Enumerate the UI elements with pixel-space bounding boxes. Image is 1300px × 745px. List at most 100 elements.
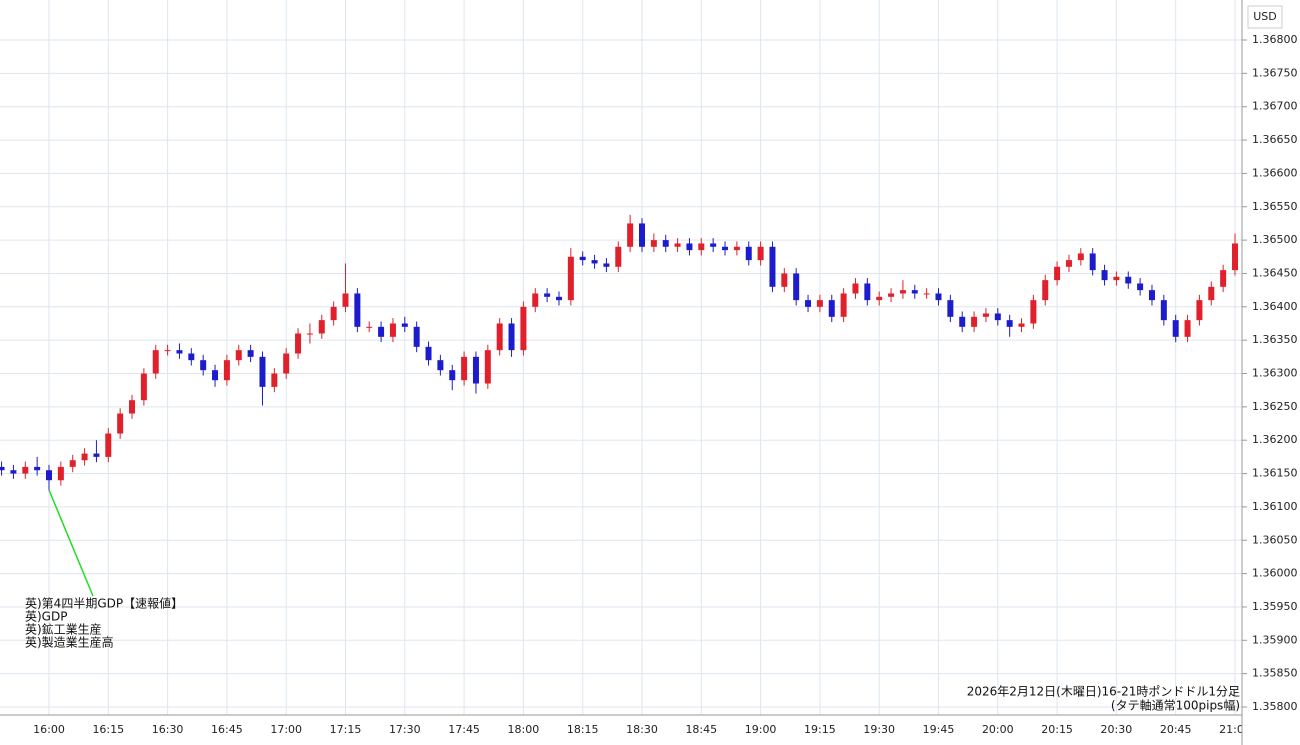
y-tick-label: 1.36350	[1252, 333, 1298, 346]
candle-body	[591, 260, 598, 264]
candle-body	[306, 333, 313, 335]
candle-body	[378, 326, 385, 337]
candle-body	[781, 273, 788, 287]
candle-body	[271, 373, 278, 387]
candle-body	[449, 370, 456, 381]
candle-body	[1030, 300, 1037, 324]
candle-body	[366, 326, 373, 328]
candle-body	[567, 256, 574, 301]
candle-body	[1101, 270, 1108, 281]
candle-body	[22, 466, 29, 474]
candle-body	[117, 413, 124, 434]
candle-body	[793, 273, 800, 301]
candle-body	[235, 350, 242, 361]
x-tick-label: 16:30	[152, 723, 184, 736]
candle-body	[129, 400, 136, 414]
candle-body	[389, 323, 396, 337]
candle-body	[330, 306, 337, 321]
y-tick-label: 1.36800	[1252, 33, 1298, 46]
y-tick-label: 1.35850	[1252, 667, 1298, 680]
candle-body	[840, 293, 847, 317]
candle-body	[401, 323, 408, 327]
candle-body	[674, 243, 681, 247]
candle-body	[686, 243, 693, 251]
x-tick-label: 16:45	[211, 723, 243, 736]
y-tick-label: 1.36600	[1252, 166, 1298, 179]
y-tick-label: 1.36550	[1252, 200, 1298, 213]
candle-body	[1006, 320, 1013, 327]
annotation-pointer	[48, 489, 94, 597]
candle-body	[1077, 253, 1084, 261]
y-tick-label: 1.36400	[1252, 300, 1298, 313]
candle-body	[639, 223, 645, 247]
y-tick-label: 1.36300	[1252, 367, 1298, 380]
candle-body	[34, 466, 41, 471]
y-tick-label: 1.35800	[1252, 700, 1298, 713]
candle-body	[413, 326, 420, 347]
candle-body	[722, 246, 729, 251]
candle-body	[1232, 243, 1238, 271]
candle-body	[247, 350, 254, 357]
candle-body	[994, 313, 1001, 321]
candle-body	[911, 290, 918, 294]
candle-body	[1220, 270, 1227, 287]
chart-subtitle: (タテ軸通常100pips幅)	[1111, 698, 1240, 713]
x-tick-label: 19:45	[923, 723, 955, 736]
candle-body	[259, 356, 266, 387]
candle-body	[1042, 280, 1049, 301]
candle-body	[1018, 323, 1025, 327]
candle-body	[1160, 300, 1167, 321]
candle-body	[69, 460, 76, 467]
candle-body	[10, 470, 17, 474]
candle-body	[188, 353, 195, 361]
candle-body	[733, 246, 740, 251]
candle-body	[1054, 266, 1061, 281]
x-tick-label: 20:00	[982, 723, 1014, 736]
y-tick-label: 1.35950	[1252, 600, 1298, 613]
candle-body	[1184, 320, 1191, 337]
x-tick-label: 18:15	[567, 723, 599, 736]
candle-body	[1113, 276, 1120, 281]
candle-body	[1137, 283, 1144, 291]
x-tick-label: 18:30	[626, 723, 658, 736]
x-tick-label: 18:45	[685, 723, 717, 736]
currency-box	[1247, 5, 1283, 29]
candle-body	[947, 300, 954, 317]
candle-body	[318, 320, 325, 334]
x-tick-label: 20:45	[1160, 723, 1192, 736]
candle-body	[816, 300, 823, 307]
candle-body	[0, 466, 5, 471]
candle-body	[757, 246, 764, 261]
candle-body	[662, 240, 669, 247]
candle-body	[852, 283, 859, 294]
candle-body	[579, 256, 586, 261]
x-tick-label: 18:00	[508, 723, 540, 736]
candle-body	[520, 306, 527, 351]
x-tick-label: 17:00	[270, 723, 302, 736]
candle-body	[283, 353, 290, 374]
candle-body	[1125, 276, 1132, 284]
candle-body	[81, 453, 88, 461]
candle-body	[508, 323, 515, 351]
candle-body	[93, 453, 100, 457]
x-tick-label: 20:30	[1101, 723, 1133, 736]
y-tick-label: 1.36000	[1252, 567, 1298, 580]
x-tick-label: 19:30	[863, 723, 895, 736]
x-tick-label: 19:15	[804, 723, 836, 736]
x-tick-label: 17:30	[389, 723, 421, 736]
y-tick-label: 1.36050	[1252, 533, 1298, 546]
y-tick-label: 1.36150	[1252, 467, 1298, 480]
y-tick-label: 1.36450	[1252, 266, 1298, 279]
candle-body	[923, 293, 930, 295]
x-tick-label: 19:00	[745, 723, 777, 736]
x-tick-label: 16:00	[33, 723, 65, 736]
y-tick-label: 1.36750	[1252, 66, 1298, 79]
x-tick-label: 16:15	[92, 723, 124, 736]
candle-body	[164, 350, 171, 352]
candle-body	[876, 296, 883, 301]
annotation: 英)GDP	[25, 610, 67, 624]
candle-body	[1065, 260, 1072, 267]
candle-body	[1208, 286, 1215, 301]
